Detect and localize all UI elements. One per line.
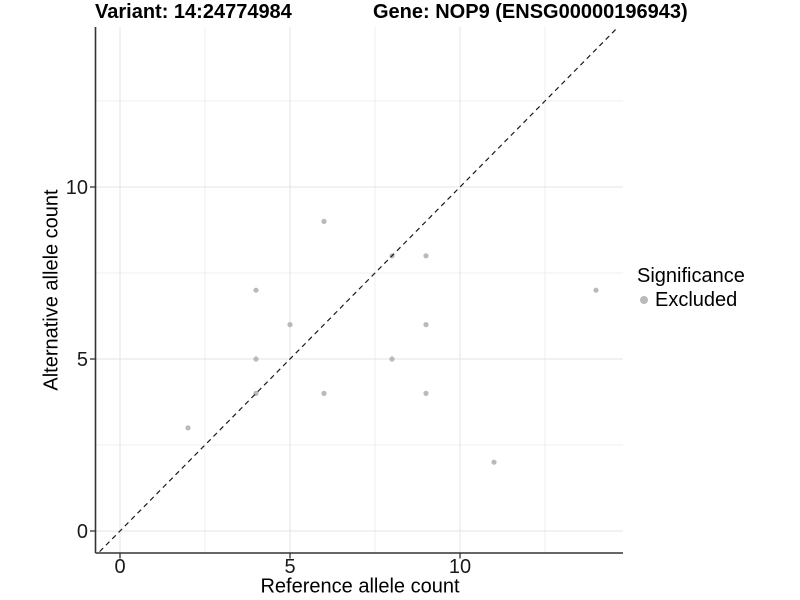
y-tick-label: 10 [66, 177, 88, 199]
data-point [389, 356, 395, 362]
data-point [423, 322, 429, 328]
y-axis-title: Alternative allele count [40, 189, 63, 391]
variant-title: Variant: 14:24774984 [95, 1, 292, 23]
x-tick-label: 10 [449, 556, 471, 578]
x-axis-title: Reference allele count [260, 575, 460, 598]
y-tick-label: 0 [77, 521, 88, 543]
y-tick-label: 5 [77, 349, 88, 371]
x-tick-label: 0 [114, 556, 125, 578]
data-point [321, 390, 327, 396]
data-point [185, 425, 191, 431]
data-point [253, 356, 259, 362]
legend-item: Excluded [640, 288, 745, 312]
x-tick-label: 5 [284, 556, 295, 578]
data-point [423, 253, 429, 259]
data-point [423, 390, 429, 396]
legend-point-icon [640, 296, 648, 304]
legend-title: Significance [637, 265, 745, 287]
data-point [287, 322, 293, 328]
data-point [253, 287, 259, 293]
data-point [321, 218, 327, 224]
data-point [593, 287, 599, 293]
gene-title: Gene: NOP9 (ENSG00000196943) [373, 1, 688, 23]
data-point [491, 459, 497, 465]
legend-item-label: Excluded [655, 289, 738, 311]
legend: Significance Excluded [637, 264, 745, 312]
identity-reference-line [99, 26, 619, 553]
